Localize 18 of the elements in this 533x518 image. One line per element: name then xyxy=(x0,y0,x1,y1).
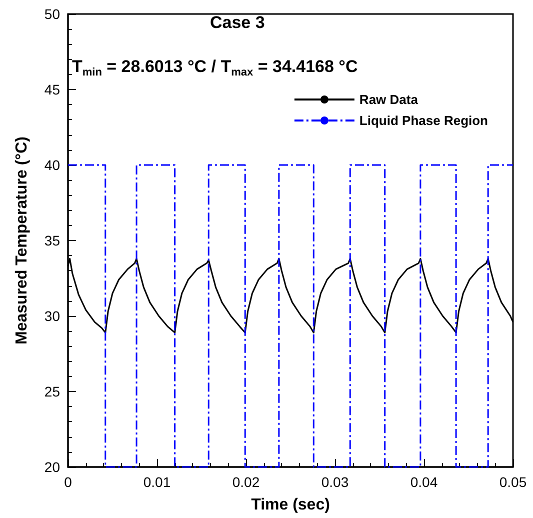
y-tick-label: 40 xyxy=(44,157,60,173)
x-tick-label: 0.01 xyxy=(143,474,171,490)
y-tick-label: 25 xyxy=(44,384,60,400)
x-tick-label: 0.02 xyxy=(232,474,260,490)
x-axis-title: Time (sec) xyxy=(251,496,330,514)
y-axis-title: Measured Temperature (°C) xyxy=(14,136,30,344)
annotation: Case 3 xyxy=(210,13,265,32)
y-tick-label: 20 xyxy=(44,459,60,475)
legend-label: Liquid Phase Region xyxy=(359,113,488,128)
y-tick-label: 45 xyxy=(44,82,60,98)
y-tick-label: 50 xyxy=(44,6,60,22)
x-tick-label: 0.05 xyxy=(499,474,527,490)
x-tick-label: 0 xyxy=(64,474,72,490)
y-tick-label: 35 xyxy=(44,232,60,248)
x-tick-label: 0.03 xyxy=(321,474,349,490)
legend-label: Raw Data xyxy=(359,92,419,107)
x-tick-label: 0.04 xyxy=(410,474,438,490)
y-tick-label: 30 xyxy=(44,308,60,324)
